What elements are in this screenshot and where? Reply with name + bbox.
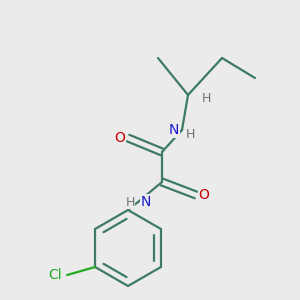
Text: N: N (141, 195, 151, 209)
Text: H: H (185, 128, 195, 142)
Text: O: O (115, 131, 125, 145)
Text: N: N (169, 123, 179, 137)
Text: H: H (201, 92, 211, 106)
Text: Cl: Cl (48, 268, 62, 282)
Text: O: O (199, 188, 209, 202)
Text: H: H (125, 196, 135, 208)
